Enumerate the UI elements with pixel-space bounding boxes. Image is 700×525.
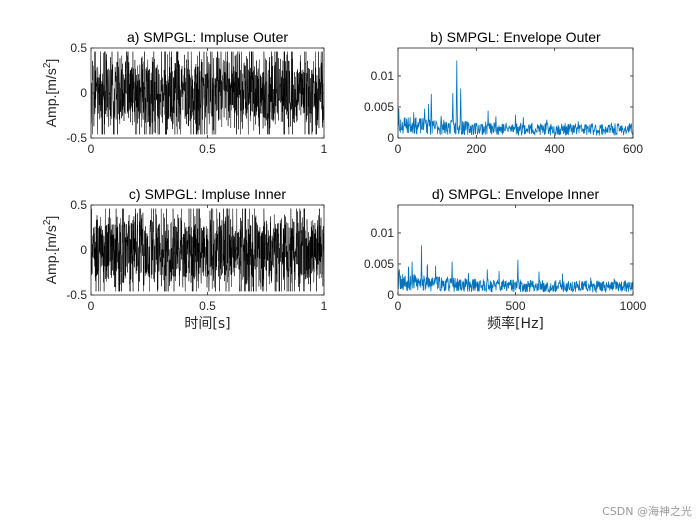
series-line	[398, 245, 633, 294]
x-tick-label: 0.5	[199, 142, 216, 156]
series-line	[91, 51, 324, 135]
series-line	[91, 208, 324, 292]
y-tick-label: 0.01	[371, 69, 395, 83]
series-line	[398, 60, 633, 137]
y-tick-label: 0.01	[371, 226, 395, 240]
subplot-d: 0 500 1000 0 0.005 0.01 d) SMPGL: Envelope Inn…	[364, 186, 647, 332]
y-axis-label: Amp.[m/s2]	[42, 216, 59, 285]
x-tick-label: 0	[395, 142, 402, 156]
x-tick-label: 1	[321, 142, 328, 156]
watermark: CSDN @海神之光	[602, 505, 692, 518]
x-tick-label: 0	[88, 142, 95, 156]
y-tick-label: 0.5	[70, 41, 87, 55]
y-tick-label: -0.5	[66, 288, 87, 302]
subplot-title: d) SMPGL: Envelope Inner	[432, 186, 600, 202]
y-tick-label: 0	[387, 131, 394, 145]
subplot-title: a) SMPGL: Impluse Outer	[127, 29, 288, 45]
y-tick-label: 0.5	[70, 198, 87, 212]
x-tick-label: 0	[395, 299, 402, 313]
x-tick-label: 1	[321, 299, 328, 313]
x-tick-label: 500	[505, 299, 525, 313]
x-axis-label: 频率[Hz]	[487, 315, 544, 332]
y-tick-label: 0	[387, 288, 394, 302]
y-tick-label: -0.5	[66, 131, 87, 145]
y-tick-label: 0	[80, 243, 87, 257]
y-tick-label: 0	[80, 86, 87, 100]
y-tick-label: 0.005	[364, 100, 394, 114]
subplot-a: 0 0.5 1-0.500.5a) SMPGL: Impluse OuterAmp.…	[42, 29, 328, 156]
x-tick-label: 1000	[620, 299, 647, 313]
axes-box	[397, 47, 634, 139]
x-tick-label: 200	[466, 142, 486, 156]
x-tick-label: 600	[623, 142, 643, 156]
x-tick-label: 0.5	[199, 299, 216, 313]
subplot-c: 0 0.5 1-0.500.5c) SMPGL: Impluse Inner时间[s…	[42, 186, 328, 332]
x-tick-label: 400	[545, 142, 565, 156]
subplot-title: c) SMPGL: Impluse Inner	[129, 186, 287, 202]
y-tick-label: 0.005	[364, 257, 394, 271]
x-tick-label: 0	[88, 299, 95, 313]
y-axis-label: Amp.[m/s2]	[42, 59, 59, 128]
x-axis-label: 时间[s]	[184, 316, 230, 332]
subplot-title: b) SMPGL: Envelope Outer	[430, 29, 601, 45]
subplot-b: 0 200 400 600 0 0.005 0.01 b) SMPGL: Envelope O…	[364, 29, 643, 156]
